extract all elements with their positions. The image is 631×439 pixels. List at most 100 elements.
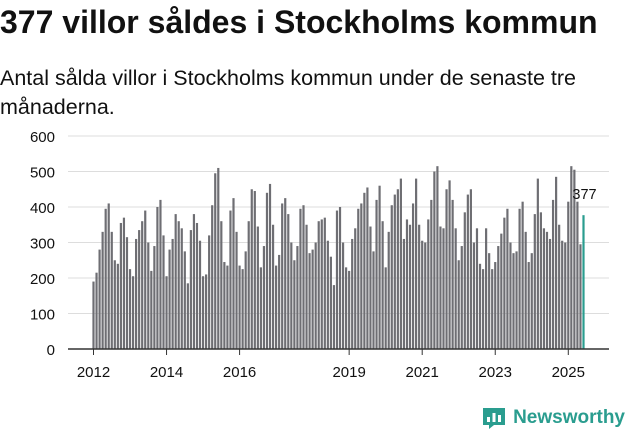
bar [229, 210, 232, 349]
bar [524, 231, 527, 349]
bar [278, 254, 281, 349]
bar [542, 228, 546, 349]
x-tick-label: 2012 [77, 364, 110, 381]
bar [472, 242, 476, 349]
bar [244, 251, 247, 349]
bar [369, 226, 372, 349]
bar [326, 240, 329, 349]
bar [165, 276, 168, 349]
highlight-bar [582, 215, 585, 349]
bar [372, 251, 375, 349]
bar [536, 178, 539, 349]
bar [92, 281, 95, 349]
bar [180, 228, 183, 349]
bar [427, 219, 430, 349]
bar [195, 222, 199, 349]
bar [481, 269, 485, 349]
bar [515, 251, 518, 349]
bar [579, 244, 582, 349]
bar [488, 253, 491, 349]
bar [396, 189, 399, 349]
bar [223, 262, 226, 349]
bar [527, 262, 530, 349]
y-tick-label: 500 [30, 165, 55, 182]
bar [186, 283, 189, 349]
bar [564, 242, 567, 349]
bar [454, 228, 457, 349]
bar [332, 285, 336, 349]
y-tick-label: 200 [30, 271, 55, 288]
bar [539, 212, 542, 349]
bar [360, 203, 363, 349]
bar [378, 185, 381, 349]
bar [424, 242, 427, 349]
bar [491, 269, 494, 349]
bar [433, 171, 436, 349]
bar [576, 201, 579, 349]
brand-name: Newsworthy [513, 407, 625, 428]
bar [183, 251, 186, 349]
bar [208, 235, 211, 349]
bar [448, 180, 451, 349]
bar [323, 217, 326, 349]
bar [421, 240, 424, 349]
bar [138, 230, 141, 349]
bar [545, 231, 549, 349]
bar [232, 198, 235, 349]
bar [247, 221, 250, 349]
bar [457, 260, 460, 349]
bar [375, 199, 378, 349]
bar [399, 178, 402, 349]
x-tick-label: 2019 [332, 364, 365, 381]
bar [387, 231, 390, 349]
bar [275, 265, 278, 349]
bar [530, 253, 533, 349]
bar [299, 208, 302, 349]
bar [226, 265, 229, 349]
bar [135, 238, 138, 349]
bar [235, 231, 238, 349]
bar [113, 260, 116, 349]
x-tick-label: 2025 [552, 364, 585, 381]
page-subtitle: Antal sålda villor i Stockholms kommun u… [0, 66, 576, 119]
bar [573, 169, 576, 349]
bar [485, 228, 488, 349]
bar [259, 267, 262, 349]
bar [329, 256, 332, 349]
bar [250, 189, 253, 349]
bar [558, 224, 561, 349]
bar [174, 214, 177, 349]
bar [494, 262, 497, 349]
bar [256, 226, 259, 349]
bar [238, 265, 241, 349]
bar [384, 267, 387, 349]
bar [512, 253, 515, 349]
bar [551, 199, 555, 349]
bar [253, 191, 256, 349]
bar [533, 214, 536, 349]
bar [110, 231, 113, 349]
bar [144, 210, 147, 349]
bar [366, 187, 369, 349]
bar [506, 208, 509, 349]
bar [460, 246, 463, 349]
bar [390, 205, 393, 349]
bar [198, 240, 202, 349]
bar [290, 242, 293, 349]
bar [262, 246, 266, 349]
bar [201, 276, 205, 349]
bar [162, 235, 165, 349]
x-tick-label: 2014 [150, 364, 183, 381]
bar [555, 176, 558, 349]
y-tick-label: 300 [30, 236, 55, 253]
bar [445, 189, 448, 349]
bar [393, 194, 396, 349]
bar [171, 238, 174, 349]
bar [497, 246, 500, 349]
bar [561, 240, 564, 349]
bar [402, 238, 406, 349]
bar [439, 226, 442, 349]
bar [466, 194, 469, 349]
bar [436, 166, 439, 349]
bar [153, 246, 156, 349]
